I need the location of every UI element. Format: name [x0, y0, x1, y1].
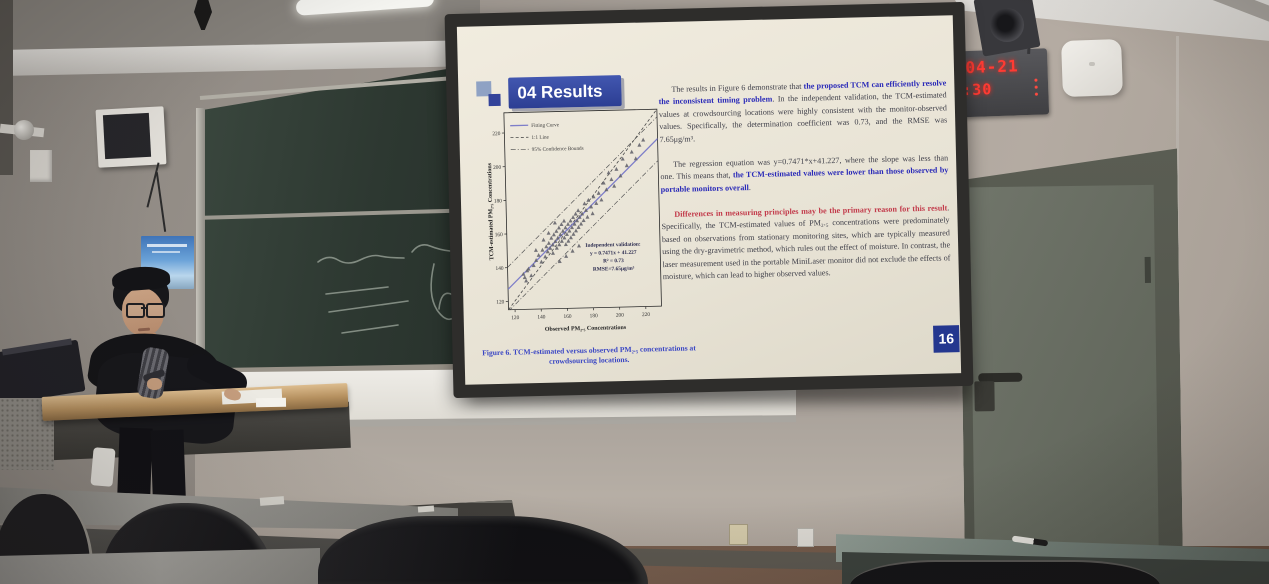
svg-text:160: 160: [495, 232, 504, 238]
svg-text:140: 140: [495, 266, 504, 272]
svg-text:y = 0.7471x + 41.227: y = 0.7471x + 41.227: [590, 250, 637, 257]
svg-text:1:1 Line: 1:1 Line: [531, 135, 549, 141]
door: [959, 148, 1183, 563]
p1-text: The results in Figure 6 demonstrate that: [671, 81, 804, 94]
svg-text:220: 220: [642, 312, 651, 318]
page-number-badge: 16: [933, 325, 960, 353]
svg-text:120: 120: [496, 299, 505, 305]
svg-text:180: 180: [590, 313, 599, 319]
wall-edge-left: [0, 0, 13, 175]
chair-back-4: [850, 560, 1160, 584]
clock-date: 04-21: [965, 56, 1019, 78]
paper-sheet: [255, 397, 287, 408]
wifi-access-point-led: [1089, 62, 1095, 66]
svg-text:95% Confidence Bounds: 95% Confidence Bounds: [532, 145, 584, 153]
paragraph-2: The regression equation was y=0.7471*x+4…: [660, 152, 949, 196]
svg-text:TCM-estimated PM₂.₅ Concentrat: TCM-estimated PM₂.₅ Concentrations: [487, 162, 495, 260]
paragraph-3: Differences in measuring principles may …: [661, 202, 951, 283]
glasses-bridge: [141, 307, 147, 309]
svg-text:Independent validation:: Independent validation:: [585, 242, 641, 249]
presenter-left-hand: [147, 378, 162, 390]
door-hinge: [1144, 256, 1151, 283]
svg-text:Observed PM₂.₅ Concentrations: Observed PM₂.₅ Concentrations: [545, 325, 627, 333]
svg-text:200: 200: [616, 313, 625, 319]
results-text-column: The results in Figure 6 demonstrate that…: [658, 77, 951, 296]
wall-outlet-1: [729, 524, 748, 545]
svg-text:120: 120: [511, 315, 520, 321]
slide: 04 Results 120 140 160 180 200 220 120 140 160 18…: [456, 15, 962, 385]
svg-text:160: 160: [563, 314, 572, 320]
white-bag: [90, 447, 116, 487]
projector-mount: [194, 0, 212, 30]
svg-text:Fitting Curve: Fitting Curve: [531, 122, 560, 129]
chart-caption: Figure 6. TCM-estimated versus observed …: [482, 343, 696, 366]
desk-label-1: [259, 496, 285, 506]
svg-text:R² = 0.73: R² = 0.73: [603, 258, 624, 264]
blackboard: [198, 64, 473, 388]
glasses-left-lens: [126, 303, 145, 318]
desk-label-2: [417, 505, 435, 513]
svg-text:220: 220: [492, 131, 501, 137]
poster-subtitle-line: [152, 251, 180, 253]
svg-text:180: 180: [494, 198, 503, 204]
svg-text:200: 200: [493, 165, 502, 171]
glasses-right-lens: [146, 303, 165, 318]
figure6-chart: 120 140 160 180 200 220 120 140 160 180 200 220 Fitt…: [487, 108, 662, 333]
ceiling-speaker-cone: [990, 8, 1024, 42]
clock-seconds-dots: [1033, 76, 1039, 99]
poster-title-line: [147, 244, 187, 247]
svg-text:140: 140: [537, 314, 546, 320]
svg-text:RMSE=7.65μg/m³: RMSE=7.65μg/m³: [593, 266, 635, 273]
slide-deco-square-navy: [488, 93, 501, 107]
blackboard-frame: [196, 108, 205, 388]
paragraph-1: The results in Figure 6 demonstrate that…: [658, 77, 948, 146]
door-lock: [974, 381, 995, 412]
wall-outlet-2: [797, 528, 814, 547]
wall-speaker-grille: [102, 112, 152, 160]
security-camera-icon: [14, 120, 34, 140]
utility-box: [30, 150, 52, 182]
p2-text-2: .: [748, 182, 751, 192]
projection-screen: 04 Results 120 140 160 180 200 220 120 140 160 18…: [444, 1, 974, 399]
wifi-access-point: [1061, 38, 1123, 98]
